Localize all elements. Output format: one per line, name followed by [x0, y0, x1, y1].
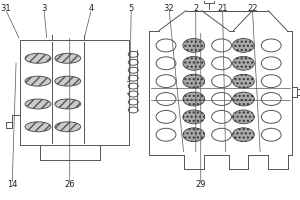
Ellipse shape — [128, 59, 138, 65]
Ellipse shape — [232, 110, 254, 124]
Ellipse shape — [55, 122, 81, 132]
Ellipse shape — [212, 75, 232, 88]
Ellipse shape — [156, 57, 176, 70]
Ellipse shape — [156, 75, 176, 88]
Text: 4: 4 — [89, 4, 94, 13]
Ellipse shape — [183, 38, 205, 52]
Ellipse shape — [232, 56, 254, 70]
Bar — [20, 40, 129, 145]
Ellipse shape — [261, 93, 281, 105]
Ellipse shape — [25, 76, 51, 86]
Text: 26: 26 — [64, 180, 75, 189]
Ellipse shape — [261, 110, 281, 123]
Ellipse shape — [212, 39, 232, 52]
Ellipse shape — [261, 128, 281, 141]
Ellipse shape — [232, 92, 254, 106]
Text: 29: 29 — [196, 180, 206, 189]
Ellipse shape — [232, 128, 254, 142]
Ellipse shape — [183, 92, 205, 106]
Ellipse shape — [128, 107, 138, 113]
Ellipse shape — [261, 39, 281, 52]
Ellipse shape — [128, 75, 138, 81]
Ellipse shape — [156, 93, 176, 105]
Text: 32: 32 — [164, 4, 174, 13]
Ellipse shape — [128, 91, 138, 97]
Text: 3: 3 — [41, 4, 46, 13]
Bar — [6, 122, 12, 128]
Ellipse shape — [183, 56, 205, 70]
Ellipse shape — [25, 53, 51, 63]
Ellipse shape — [25, 99, 51, 109]
Ellipse shape — [261, 57, 281, 70]
Bar — [204, 0, 214, 3]
Text: 31: 31 — [0, 4, 11, 13]
Ellipse shape — [183, 128, 205, 142]
Ellipse shape — [212, 93, 232, 105]
Ellipse shape — [55, 76, 81, 86]
Ellipse shape — [156, 128, 176, 141]
Ellipse shape — [261, 75, 281, 88]
Ellipse shape — [128, 99, 138, 105]
Bar — [297, 89, 300, 95]
Ellipse shape — [232, 74, 254, 88]
Ellipse shape — [128, 67, 138, 73]
Ellipse shape — [156, 39, 176, 52]
Ellipse shape — [232, 38, 254, 52]
Ellipse shape — [128, 83, 138, 89]
Ellipse shape — [183, 74, 205, 88]
Text: 14: 14 — [7, 180, 17, 189]
Ellipse shape — [212, 128, 232, 141]
Text: 21: 21 — [217, 4, 228, 13]
Ellipse shape — [212, 110, 232, 123]
Ellipse shape — [55, 99, 81, 109]
Ellipse shape — [183, 110, 205, 124]
Text: 2: 2 — [193, 4, 198, 13]
Text: 5: 5 — [129, 4, 134, 13]
Ellipse shape — [156, 110, 176, 123]
Ellipse shape — [55, 53, 81, 63]
Text: 22: 22 — [247, 4, 258, 13]
Ellipse shape — [128, 51, 138, 57]
Ellipse shape — [212, 57, 232, 70]
Ellipse shape — [25, 122, 51, 132]
